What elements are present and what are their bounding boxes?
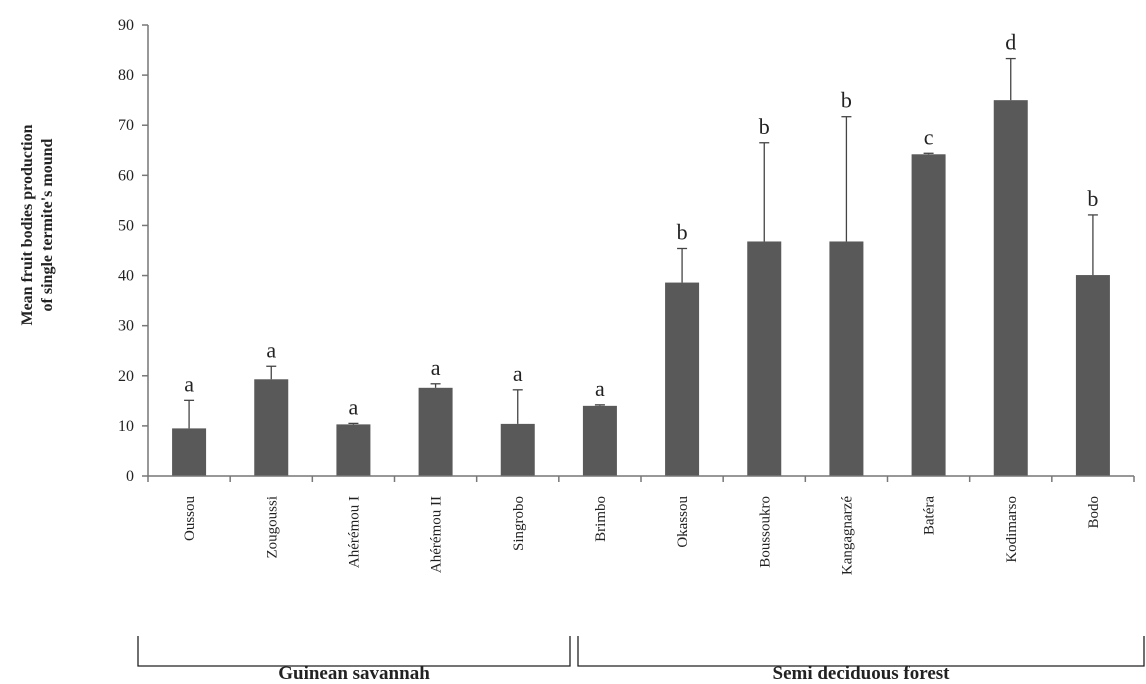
significance-letter: a [266, 337, 276, 362]
significance-letter: d [1005, 30, 1016, 55]
category-label: Ahérémou I [346, 496, 362, 568]
bar-Kodimarso [993, 100, 1028, 477]
bar-Singrobo [500, 423, 535, 476]
significance-letter: b [759, 114, 770, 139]
group-brackets: Guinean savannah Semi deciduous forest [137, 636, 1145, 684]
y-tick-label: 50 [118, 217, 134, 234]
y-axis-title: Mean fruit bodies production of single t… [19, 124, 56, 325]
group-bracket [577, 636, 1145, 667]
category-label: Oussou [182, 496, 198, 542]
significance-letter: b [677, 219, 688, 244]
category-label: Zougoussi [264, 496, 280, 559]
y-tick-label: 0 [126, 468, 134, 485]
category-label: Kangagnarzé [839, 496, 855, 575]
y-axis-title-line-2: of single termite's mound [39, 138, 56, 311]
y-axis-title-line-1: Mean fruit bodies production [19, 124, 36, 325]
y-tick-label: 80 [118, 67, 134, 84]
category-label: Ahérémou II [429, 496, 445, 573]
significance-letter: c [924, 124, 934, 149]
significance-letter: a [595, 376, 605, 401]
y-tick-label: 60 [118, 167, 134, 184]
significance-letter: b [841, 88, 852, 113]
bar-Brimbo [582, 405, 617, 476]
y-tick-label: 40 [118, 268, 134, 285]
category-label: Bodo [1086, 496, 1102, 529]
y-tick-label: 70 [118, 117, 134, 134]
y-tick-label: 30 [118, 318, 134, 335]
category-label: Brimbo [593, 496, 609, 542]
bars: a a a a a a b b b c d b [172, 30, 1110, 477]
bar-Batéra [911, 154, 946, 476]
bar-Boussoukro [747, 241, 782, 476]
y-tick-label: 10 [118, 418, 134, 435]
significance-letter: a [184, 371, 194, 396]
bar-Bodo [1075, 275, 1110, 476]
group-bracket [137, 636, 571, 667]
group-label: Guinean savannah [278, 663, 430, 684]
bar-Kangagnarzé [829, 241, 864, 476]
bar-Zougoussi [254, 379, 289, 476]
bar-Ahérémou II [418, 387, 453, 476]
category-label: Kodimarso [1004, 496, 1020, 563]
group-label: Semi deciduous forest [773, 663, 951, 684]
significance-letter: a [513, 361, 523, 386]
y-tick-label: 90 [118, 17, 134, 34]
y-tick-label: 20 [118, 368, 134, 385]
category-label: Batéra [922, 496, 938, 535]
significance-letter: a [431, 355, 441, 380]
bar-Oussou [172, 428, 207, 476]
significance-letter: a [349, 394, 359, 419]
significance-letter: b [1087, 186, 1098, 211]
category-label: Boussoukro [757, 496, 773, 568]
category-label: Singrobo [511, 496, 527, 551]
x-axis: Oussou Zougoussi Ahérémou I Ahérémou II Sing… [147, 475, 1135, 575]
bar-Ahérémou I [336, 424, 371, 476]
bar-Okassou [665, 282, 700, 476]
y-axis: 0 10 20 30 40 50 60 70 80 90 [118, 17, 149, 485]
category-label: Okassou [675, 496, 691, 548]
